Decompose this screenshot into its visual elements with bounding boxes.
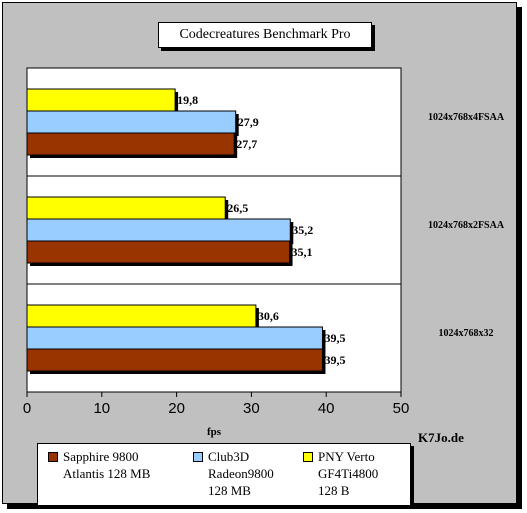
data-label: 27,7: [236, 137, 257, 151]
x-tick-label: 10: [93, 400, 110, 417]
chart-legend: Sapphire 9800 Atlantis 128 MB Club3D Rad…: [37, 443, 411, 506]
legend-swatch-pny: [303, 452, 313, 462]
bar: [26, 326, 323, 350]
data-label: 30,6: [258, 309, 279, 323]
data-label: 39,5: [324, 331, 345, 345]
legend-label-line: PNY Verto: [318, 449, 375, 464]
legend-label-line: Sapphire 9800: [63, 449, 139, 464]
data-label: 19,8: [177, 93, 198, 107]
bar: [26, 304, 257, 328]
data-label: 26,5: [227, 201, 248, 215]
bar: [26, 218, 291, 242]
x-tick-label: 30: [243, 400, 260, 417]
category-label: 1024x768x32: [439, 328, 494, 339]
legend-label-line: Radeon9800: [208, 466, 274, 481]
legend-swatch-sapphire: [48, 452, 58, 462]
legend-label-line: 128 B: [318, 483, 350, 498]
bar: [26, 132, 235, 156]
category-label: 1024x768x2FSAA: [428, 220, 505, 231]
x-tick-label: 40: [318, 400, 335, 417]
category-label: 1024x768x4FSAA: [428, 112, 505, 123]
x-tick-label: 0: [23, 400, 31, 417]
x-tick-label: 20: [168, 400, 185, 417]
legend-label-line: Club3D: [208, 449, 250, 464]
bar: [26, 110, 237, 134]
legend-label-line: 128 MB: [208, 483, 251, 498]
data-label: 39,5: [324, 353, 345, 367]
data-label: 35,2: [292, 223, 313, 237]
legend-label-line: GF4Ti4800: [318, 466, 379, 481]
x-axis-title: fps: [206, 426, 222, 438]
data-label: 27,9: [238, 115, 259, 129]
legend-swatch-club3d: [193, 452, 203, 462]
bar: [26, 196, 226, 220]
x-tick-label: 50: [393, 400, 410, 417]
chart-title: Codecreatures Benchmark Pro: [158, 22, 372, 48]
bar: [26, 240, 291, 264]
legend-label-line: Atlantis 128 MB: [63, 466, 151, 481]
bar: [26, 348, 323, 372]
bar: [26, 88, 176, 112]
data-label: 35,1: [292, 245, 313, 259]
watermark-text: K7Jo.de: [418, 430, 464, 445]
